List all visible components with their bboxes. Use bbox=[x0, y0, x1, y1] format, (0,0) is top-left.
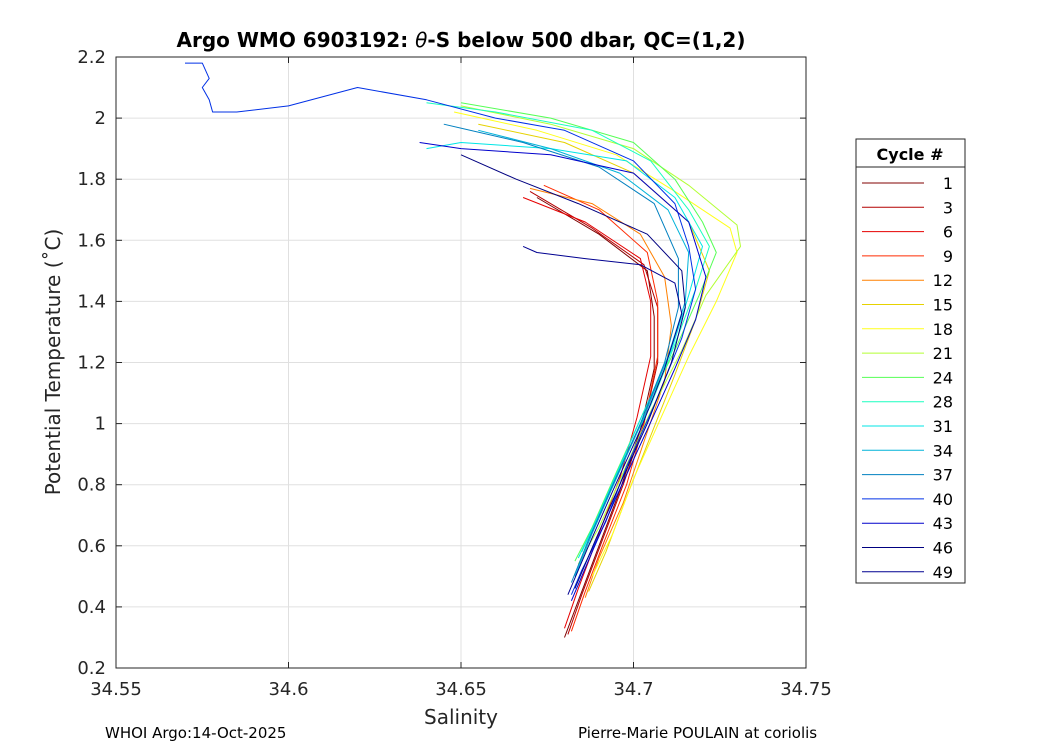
series-line-cycle-12 bbox=[529, 187, 672, 598]
series-line-cycle-43 bbox=[419, 142, 707, 601]
legend-label: 18 bbox=[933, 320, 953, 339]
legend-label: 21 bbox=[933, 344, 953, 363]
legend-label: 34 bbox=[933, 441, 953, 460]
chart-title: Argo WMO 6903192: θ-S below 500 dbar, QC… bbox=[177, 28, 746, 52]
chart-title-prefix: Argo WMO 6903192: bbox=[177, 28, 416, 52]
legend-label: 15 bbox=[933, 296, 953, 315]
series-group bbox=[185, 62, 741, 638]
y-tick-label: 2 bbox=[95, 108, 106, 129]
legend-entries: 1 3 6 9 12 15 18 21 24 28 31 34 37 40 43 46 49 bbox=[862, 174, 953, 582]
y-tick-label: 1.4 bbox=[77, 291, 106, 312]
legend-label: 28 bbox=[933, 393, 953, 412]
series-line-cycle-49 bbox=[522, 245, 683, 595]
legend-title: Cycle # bbox=[877, 145, 944, 164]
y-tick-label: 0.2 bbox=[77, 658, 106, 679]
footer-credit-left: WHOI Argo:14-Oct-2025 bbox=[105, 724, 287, 742]
series-line-cycle-24 bbox=[460, 102, 717, 562]
series-line-cycle-46 bbox=[460, 154, 686, 589]
chart-title-suffix: -S below 500 dbar, QC=(1,2) bbox=[427, 28, 745, 52]
x-tick-label: 34.75 bbox=[780, 679, 832, 700]
x-tick-label: 34.6 bbox=[268, 679, 308, 700]
y-tick-label: 1.2 bbox=[77, 353, 106, 374]
x-axis-label: Salinity bbox=[424, 705, 498, 729]
series-line-cycle-40 bbox=[185, 62, 697, 595]
x-tick-label: 34.55 bbox=[90, 679, 142, 700]
grid bbox=[115, 56, 807, 669]
legend-label: 3 bbox=[943, 198, 953, 217]
series-line-cycle-31 bbox=[426, 142, 703, 559]
y-tick-label: 2.2 bbox=[77, 47, 106, 68]
series-line-cycle-1 bbox=[536, 197, 655, 638]
legend-label: 1 bbox=[943, 174, 953, 193]
legend-label: 40 bbox=[933, 490, 953, 509]
series-line-cycle-37 bbox=[443, 123, 679, 583]
footer-credit-right: Pierre-Marie POULAIN at coriolis bbox=[578, 724, 818, 742]
series-line-cycle-9 bbox=[543, 184, 659, 632]
chart-title-theta: θ bbox=[415, 28, 427, 52]
legend: Cycle # 1 3 6 9 12 15 18 21 24 28 31 34 37 40 43 46 49 bbox=[855, 138, 966, 584]
legend-label: 12 bbox=[933, 271, 953, 290]
y-tick-label: 0.4 bbox=[77, 597, 106, 618]
legend-label: 6 bbox=[943, 223, 953, 242]
series-line-cycle-18 bbox=[453, 111, 738, 577]
y-axis-label: Potential Temperature (˚C) bbox=[41, 229, 65, 496]
x-ticks: 34.55 34.6 34.65 34.7 34.75 bbox=[90, 57, 832, 700]
legend-label: 37 bbox=[933, 466, 953, 485]
series-line-cycle-3 bbox=[529, 190, 659, 635]
x-tick-label: 34.65 bbox=[435, 679, 487, 700]
x-tick-label: 34.7 bbox=[613, 679, 653, 700]
y-tick-label: 1 bbox=[95, 414, 106, 435]
legend-label: 43 bbox=[933, 514, 953, 533]
legend-box bbox=[855, 138, 966, 584]
y-tick-label: 0.6 bbox=[77, 536, 106, 557]
y-tick-label: 1.8 bbox=[77, 169, 106, 190]
legend-label: 31 bbox=[933, 417, 953, 436]
y-ticks: 0.2 0.4 0.6 0.8 1 1.2 1.4 1.6 1.8 2 2.2 bbox=[77, 47, 806, 679]
legend-label: 49 bbox=[933, 563, 953, 582]
y-tick-label: 0.8 bbox=[77, 475, 106, 496]
legend-label: 9 bbox=[943, 247, 953, 266]
legend-label: 46 bbox=[933, 539, 953, 558]
legend-label: 24 bbox=[933, 368, 953, 387]
y-tick-label: 1.6 bbox=[77, 230, 106, 251]
